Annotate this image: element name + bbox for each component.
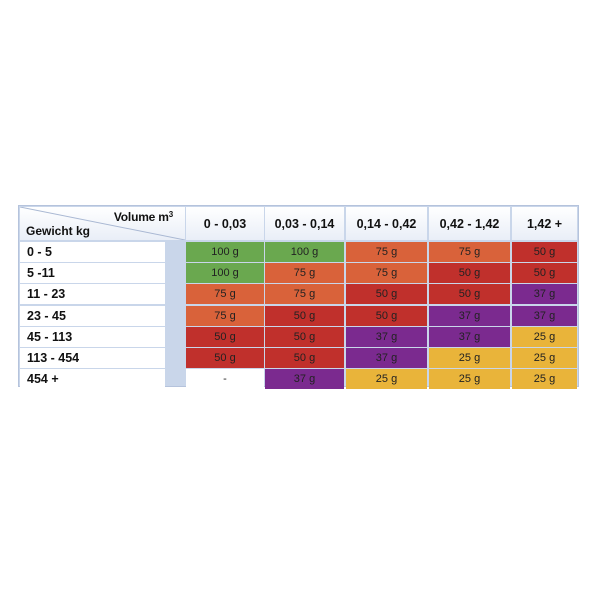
table-cell: 75 g [265, 263, 344, 284]
table-cell: 50 g [265, 305, 344, 326]
corner-diagonal [20, 207, 185, 240]
row-header: 5 -11 [20, 263, 165, 284]
table-cell: 75 g [186, 284, 264, 305]
table-cell: 75 g [429, 242, 510, 262]
table-cell: 50 g [512, 242, 577, 262]
table-cell: 50 g [265, 326, 344, 347]
table-cell: 37 g [346, 348, 427, 368]
column-header: 0,14 - 0,42 [346, 207, 427, 240]
row-axis-label: Gewicht kg [26, 224, 91, 238]
table-cell: 25 g [346, 369, 427, 390]
weight-volume-table: Volume m3 Gewicht kg 0 - 0,03 0,03 - 0,14… [18, 205, 579, 390]
column-header: 1,42 + [512, 207, 577, 240]
table-cell: 75 g [346, 242, 427, 262]
column-header: 0 - 0,03 [186, 207, 264, 240]
row-header: 113 - 454 [20, 348, 165, 368]
table-cell: 75 g [265, 284, 344, 305]
table-cell: 37 g [265, 369, 344, 390]
table-cell: 25 g [512, 326, 577, 347]
table-cell: 37 g [346, 326, 427, 347]
table-cell: 50 g [346, 305, 427, 326]
table-cell: 50 g [186, 326, 264, 347]
table-cell: 37 g [429, 305, 510, 326]
row-header: 45 - 113 [20, 326, 165, 347]
table-cell: 50 g [512, 263, 577, 284]
row-header: 23 - 45 [20, 305, 165, 326]
table-cell: 75 g [346, 263, 427, 284]
table-cell: 25 g [429, 348, 510, 368]
table-cell: 50 g [186, 348, 264, 368]
table-cell: - [186, 369, 264, 390]
table-cell: 50 g [429, 284, 510, 305]
table-cell: 50 g [429, 263, 510, 284]
table-cell: 100 g [186, 242, 264, 262]
table-cell: 100 g [265, 242, 344, 262]
table-cell: 50 g [346, 284, 427, 305]
table-cell: 37 g [429, 326, 510, 347]
row-header: 11 - 23 [20, 284, 165, 305]
corner-header: Volume m3 Gewicht kg [20, 207, 185, 240]
table-cell: 25 g [512, 369, 577, 390]
column-header: 0,42 - 1,42 [429, 207, 510, 240]
column-axis-label: Volume m3 [113, 210, 173, 224]
table-cell: 100 g [186, 263, 264, 284]
table-cell: 25 g [512, 348, 577, 368]
table-cell: 37 g [512, 305, 577, 326]
table-cell: 37 g [512, 284, 577, 305]
table-cell: 25 g [429, 369, 510, 390]
row-header: 454 + [20, 369, 165, 390]
table-cell: 50 g [265, 348, 344, 368]
column-header: 0,03 - 0,14 [265, 207, 344, 240]
table-cell: 75 g [186, 305, 264, 326]
row-header: 0 - 5 [20, 242, 165, 262]
